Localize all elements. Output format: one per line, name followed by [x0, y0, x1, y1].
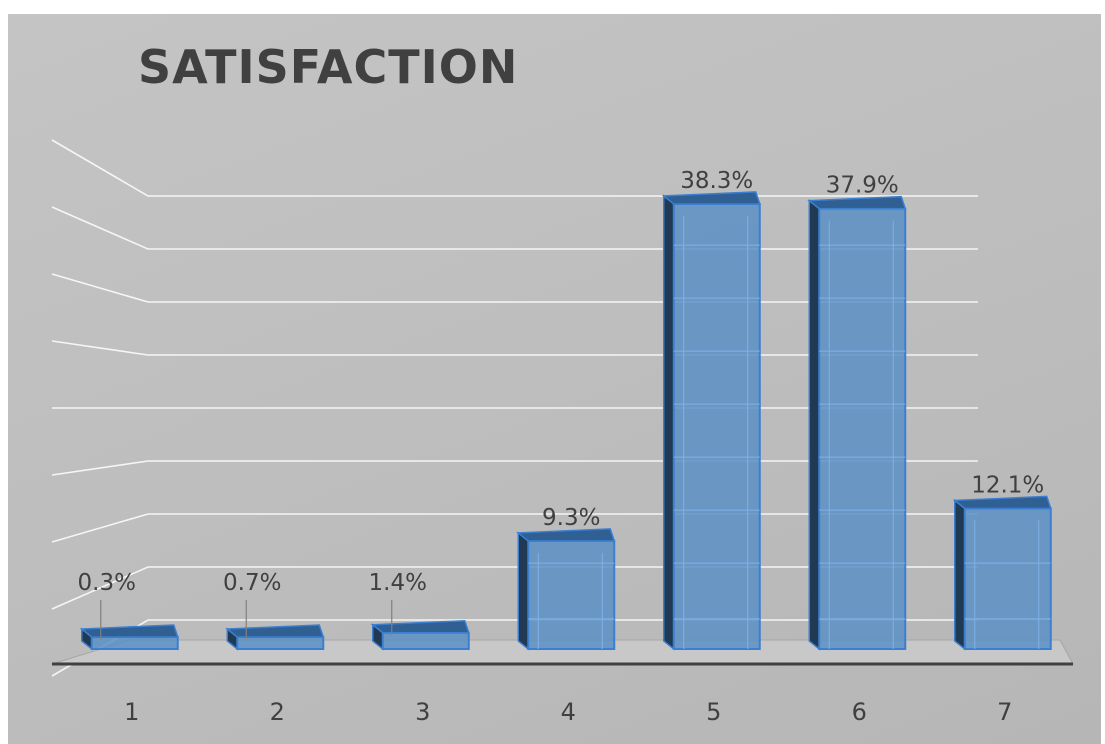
bar-side	[954, 498, 966, 651]
category-label: 6	[852, 698, 867, 726]
chart-title: SATISFACTION	[138, 40, 519, 94]
category-label: 4	[561, 698, 576, 726]
bar-top	[79, 624, 179, 638]
bar-front	[963, 507, 1052, 651]
bar-front	[818, 207, 907, 651]
bar-top	[661, 191, 761, 205]
data-label: 9.3%	[542, 505, 600, 531]
bars	[79, 191, 1052, 651]
bar-front	[90, 636, 179, 650]
category-label: 1	[124, 698, 139, 726]
category-label: 2	[270, 698, 285, 726]
bar-side	[663, 194, 675, 651]
bar-front	[527, 539, 616, 651]
bar-top	[516, 528, 616, 542]
bar-top	[952, 495, 1052, 510]
data-label: 12.1%	[971, 472, 1044, 498]
category-label: 7	[997, 698, 1012, 726]
data-label: 37.9%	[826, 173, 899, 199]
data-label: 1.4%	[369, 570, 427, 596]
category-label: 3	[415, 698, 430, 726]
bar-front	[381, 631, 470, 650]
data-label: 38.3%	[680, 168, 753, 194]
bar-side	[808, 199, 820, 651]
data-label: 0.7%	[223, 570, 281, 596]
category-labels: 1 2 3 4 5 6 7	[124, 698, 1012, 726]
bar-top	[225, 624, 325, 638]
bar-top	[807, 195, 907, 210]
bar-side	[517, 531, 529, 651]
data-label: 0.3%	[78, 570, 136, 596]
category-label: 5	[706, 698, 721, 726]
bar-front	[672, 202, 761, 650]
bar-top	[370, 619, 470, 634]
bar-front	[236, 636, 325, 650]
data-labels: 0.3% 0.7% 1.4% 9.3% 38.3% 37.9% 12.1%	[78, 168, 1044, 639]
